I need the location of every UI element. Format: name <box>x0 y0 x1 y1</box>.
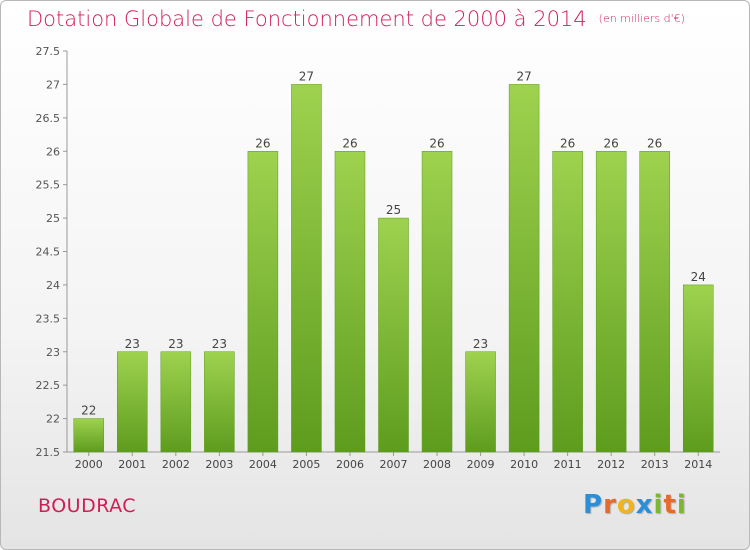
bar-2001 <box>117 351 148 453</box>
x-tick-label: 2014 <box>684 458 712 471</box>
y-tick-label: 21.5 <box>36 446 61 459</box>
bar-2000 <box>73 418 105 453</box>
x-tick-label: 2008 <box>423 458 451 471</box>
chart-unit: (en milliers d'€) <box>598 12 685 25</box>
chart-title-text: Dotation Globale de Fonctionnement de 20… <box>27 7 587 31</box>
y-tick-label: 23 <box>46 346 60 359</box>
bar-2007 <box>378 217 409 453</box>
x-tick-label: 2006 <box>336 458 364 471</box>
bar-value-label: 26 <box>560 136 575 150</box>
bar-value-label: 26 <box>604 136 619 150</box>
bar-2014 <box>682 284 714 453</box>
bar-value-label: 23 <box>168 337 183 351</box>
y-tick-label: 22 <box>46 413 60 426</box>
chart-axes: 21.5 22 22.5 23 23.5 24 24.5 25 25.5 26 26.5 27 27.5… <box>36 45 720 471</box>
bar-value-label: 26 <box>647 136 662 150</box>
bar-value-label: 24 <box>691 270 706 284</box>
y-tick-label: 24.5 <box>36 246 61 259</box>
logo-letter: x <box>635 490 654 520</box>
x-tick-label: 2001 <box>118 458 146 471</box>
bar-value-label: 23 <box>125 337 140 351</box>
bar-2006 <box>334 151 366 453</box>
x-tick-label: 2011 <box>554 458 582 471</box>
logo-letter: o <box>616 490 636 520</box>
bar-value-label: 23 <box>212 337 227 351</box>
x-tick-label: 2009 <box>467 458 495 471</box>
bar-2013 <box>639 151 670 453</box>
chart-title: Dotation Globale de Fonctionnement de 20… <box>27 7 685 31</box>
bar-value-label: 26 <box>255 136 270 150</box>
logo-letter: r <box>603 490 617 520</box>
y-tick-label: 24 <box>46 279 60 292</box>
bar-2003 <box>204 351 235 453</box>
proxiti-logo: Proxiti <box>583 490 687 520</box>
bar-2004 <box>247 151 279 453</box>
x-tick-label: 2010 <box>510 458 538 471</box>
logo-letter: i <box>676 490 687 520</box>
y-tick-label: 26.5 <box>36 112 61 125</box>
bar-value-label: 26 <box>342 136 357 150</box>
x-tick-label: 2013 <box>641 458 669 471</box>
y-tick-label: 27.5 <box>36 45 61 58</box>
bar-2002 <box>160 351 192 453</box>
x-tick-label: 2004 <box>249 458 277 471</box>
y-tick-label: 23.5 <box>36 312 61 325</box>
x-tick-label: 2005 <box>292 458 320 471</box>
bar-2010 <box>508 84 540 453</box>
bar-2009 <box>465 351 496 453</box>
bar-value-label: 27 <box>299 69 314 83</box>
x-tick-label: 2003 <box>205 458 233 471</box>
bar-2012 <box>595 151 627 453</box>
x-tick-label: 2012 <box>597 458 625 471</box>
bar-value-label: 27 <box>516 69 531 83</box>
x-tick-label: 2000 <box>75 458 103 471</box>
x-tick-label: 2002 <box>162 458 190 471</box>
y-tick-label: 26 <box>46 145 60 158</box>
commune-name: BOUDRAC <box>38 495 137 517</box>
chart-bars: 22 23 23 23 26 27 26 25 26 23 27 26 26 26 24 <box>73 69 714 453</box>
bar-2011 <box>552 151 583 453</box>
x-tick-label: 2007 <box>380 458 408 471</box>
bar-2005 <box>291 84 322 453</box>
logo-letter: P <box>583 490 604 520</box>
bar-value-label: 23 <box>473 337 488 351</box>
y-tick-label: 25 <box>46 212 60 225</box>
bar-2008 <box>421 151 453 453</box>
logo-letter: i <box>653 490 664 520</box>
y-tick-label: 22.5 <box>36 379 61 392</box>
y-tick-label: 25.5 <box>36 179 61 192</box>
bar-value-label: 25 <box>386 203 401 217</box>
logo-letter: t <box>663 490 677 520</box>
bar-value-label: 26 <box>429 136 444 150</box>
bar-value-label: 22 <box>81 404 96 418</box>
y-tick-label: 27 <box>46 78 60 91</box>
